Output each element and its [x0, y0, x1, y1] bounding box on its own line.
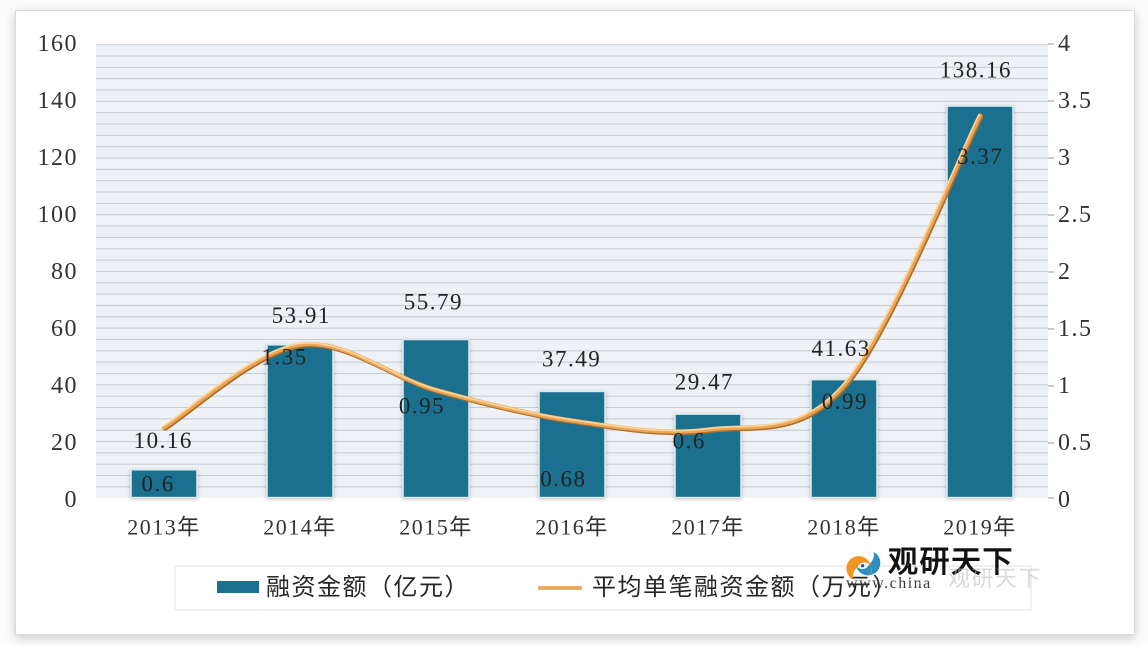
svg-text:2015年: 2015年 [399, 515, 473, 540]
svg-text:2017年: 2017年 [671, 515, 745, 540]
svg-text:0.99: 0.99 [822, 389, 868, 414]
svg-text:160: 160 [38, 31, 79, 57]
svg-text:2018年: 2018年 [807, 515, 881, 540]
svg-text:0.95: 0.95 [399, 394, 445, 419]
svg-text:55.79: 55.79 [404, 290, 463, 315]
svg-text:80: 80 [51, 259, 78, 285]
svg-text:10.16: 10.16 [134, 428, 193, 453]
svg-text:1.35: 1.35 [261, 345, 307, 370]
svg-text:2014年: 2014年 [263, 515, 337, 540]
svg-text:2019年: 2019年 [943, 515, 1017, 540]
svg-text:www.china: www.china [846, 575, 932, 592]
svg-text:140: 140 [38, 88, 79, 114]
svg-text:40: 40 [51, 373, 78, 399]
svg-text:3.37: 3.37 [957, 144, 1003, 169]
svg-text:0: 0 [1058, 487, 1072, 513]
svg-text:60: 60 [51, 316, 78, 342]
svg-text:1.5: 1.5 [1058, 316, 1093, 342]
svg-text:138.16: 138.16 [940, 57, 1012, 82]
svg-text:0.6: 0.6 [141, 471, 174, 496]
svg-text:20: 20 [51, 430, 78, 456]
svg-text:53.91: 53.91 [272, 303, 331, 328]
svg-text:0.68: 0.68 [540, 467, 586, 492]
svg-text:0.5: 0.5 [1058, 430, 1093, 456]
svg-text:29.47: 29.47 [675, 370, 734, 395]
svg-text:120: 120 [38, 145, 79, 171]
svg-text:2.5: 2.5 [1058, 202, 1093, 228]
svg-text:37.49: 37.49 [542, 346, 601, 371]
svg-text:3.5: 3.5 [1058, 88, 1093, 114]
svg-text:41.63: 41.63 [811, 336, 870, 361]
svg-text:4: 4 [1058, 31, 1072, 57]
svg-text:2013年: 2013年 [127, 515, 201, 540]
svg-text:观研天下: 观研天下 [948, 566, 1042, 591]
svg-text:0.6: 0.6 [673, 428, 706, 453]
svg-text:融资金额（亿元）: 融资金额（亿元） [266, 574, 470, 601]
svg-text:3: 3 [1058, 145, 1072, 171]
svg-text:2: 2 [1058, 259, 1072, 285]
svg-text:100: 100 [38, 202, 79, 228]
svg-text:2016年: 2016年 [535, 515, 609, 540]
svg-text:1: 1 [1058, 373, 1072, 399]
svg-text:0: 0 [65, 487, 79, 513]
